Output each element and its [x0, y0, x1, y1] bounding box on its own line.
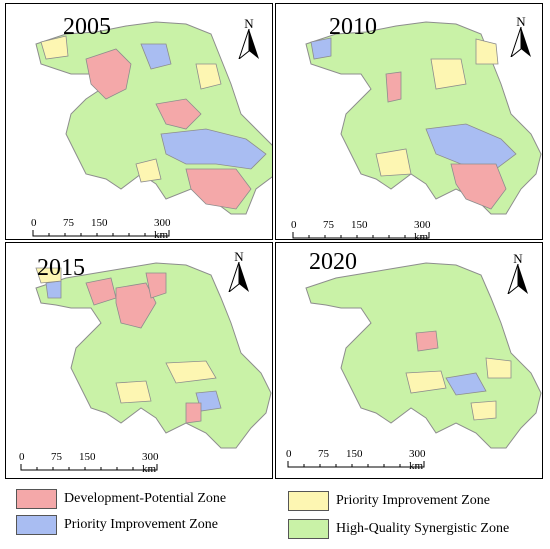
- scale-bar: 0 75 150 300 km: [286, 448, 436, 478]
- legend-high-quality: High-Quality Synergistic Zone: [288, 519, 509, 539]
- scale-tick: 0: [291, 219, 297, 231]
- scale-tick: 150: [79, 451, 96, 463]
- legend-label: Priority Improvement Zone: [64, 517, 218, 532]
- scale-tick: 75: [51, 451, 62, 463]
- legend-swatch: [288, 519, 329, 539]
- scale-tick: 0: [19, 451, 25, 463]
- map-2015: [35, 262, 272, 449]
- scale-tick: 300 km: [409, 448, 426, 472]
- north-label: N: [244, 16, 254, 31]
- year-label: 2015: [37, 255, 85, 281]
- scale-line: [32, 230, 170, 237]
- north-label: N: [234, 249, 244, 264]
- map-2005: [35, 21, 272, 215]
- map-panel-2015: 2015 N 0 75 150 300 km: [5, 242, 273, 479]
- legend-label: Development-Potential Zone: [64, 491, 227, 506]
- legend-swatch: [16, 515, 57, 535]
- legend-label: High-Quality Synergistic Zone: [336, 521, 510, 536]
- north-arrow: N: [506, 14, 536, 58]
- north-arrow-icon: [238, 29, 259, 59]
- map-panel-2010: 2010 N 0 75 150 300 km: [275, 3, 543, 240]
- north-arrow-icon: [228, 262, 249, 292]
- north-arrow: N: [224, 249, 254, 293]
- scale-bar: 0 75 150 300 km: [19, 451, 169, 478]
- scale-line: [20, 464, 158, 471]
- scale-tick: 75: [323, 219, 334, 231]
- legend-swatch: [288, 491, 329, 511]
- scale-tick: 150: [91, 217, 108, 229]
- scale-tick: 75: [63, 217, 74, 229]
- north-arrow: N: [234, 16, 264, 60]
- legend-swatch: [16, 489, 57, 509]
- year-label: 2005: [63, 14, 111, 40]
- scale-tick: 0: [286, 448, 292, 460]
- legend-priority-improvement-yellow: Priority Improvement Zone: [288, 491, 490, 511]
- scale-bar: 0 75 150 300 km: [291, 219, 441, 239]
- scale-line: [287, 461, 425, 468]
- year-label: 2010: [329, 14, 377, 40]
- legend-priority-improvement-blue: Priority Improvement Zone: [16, 515, 218, 535]
- scale-tick: 75: [318, 448, 329, 460]
- map-panel-2005: 2005 N 0 75 150 300 km: [5, 3, 273, 240]
- north-arrow: N: [503, 251, 533, 295]
- scale-tick: 150: [351, 219, 368, 231]
- north-arrow-icon: [510, 27, 531, 57]
- legend-development-potential: Development-Potential Zone: [16, 489, 226, 509]
- scale-tick: 0: [31, 217, 37, 229]
- map-panel-2020: 2020 N 0 75 150 300 km: [275, 242, 543, 479]
- year-label: 2020: [309, 249, 357, 275]
- map-2010: [305, 21, 542, 215]
- map-2020: [305, 262, 542, 449]
- scale-bar: 0 75 150 300 km: [31, 217, 181, 239]
- legend-label: Priority Improvement Zone: [336, 493, 490, 508]
- scale-tick: 150: [346, 448, 363, 460]
- north-arrow-icon: [507, 264, 528, 294]
- scale-line: [292, 232, 430, 239]
- north-label: N: [513, 251, 523, 266]
- north-label: N: [516, 14, 526, 29]
